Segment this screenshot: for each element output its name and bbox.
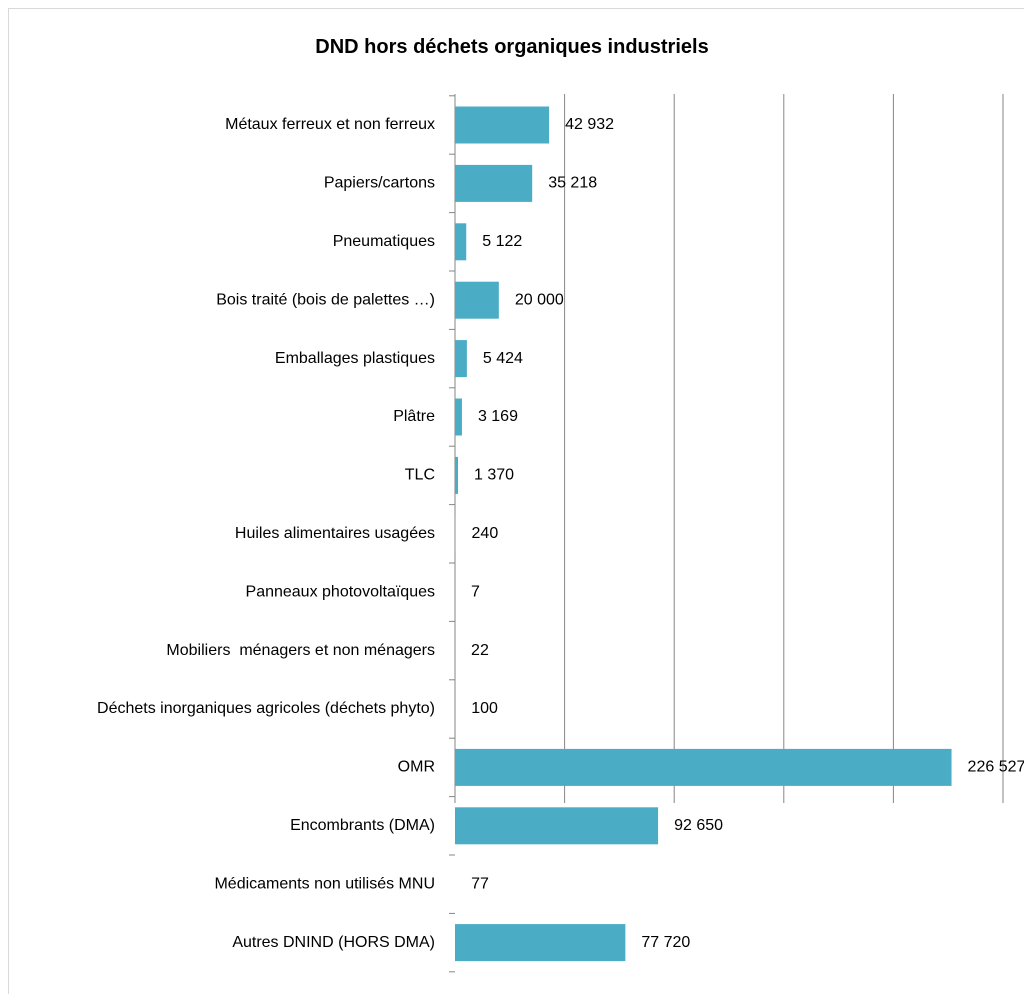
data-label: 5 122: [482, 233, 522, 250]
data-label: 35 218: [548, 175, 597, 192]
category-label: Bois traité (bois de palettes …): [216, 291, 435, 308]
chart-frame: [8, 8, 1024, 994]
data-label: 100: [471, 700, 498, 717]
bar: [455, 924, 626, 962]
category-label: Panneaux photovoltaïques: [246, 583, 435, 600]
data-label: 3 169: [478, 408, 518, 425]
data-label: 7: [471, 583, 480, 600]
category-label: Papiers/cartons: [324, 175, 435, 192]
data-label: 240: [472, 525, 499, 542]
category-label: TLC: [405, 467, 435, 484]
category-label: Pneumatiques: [333, 233, 435, 250]
data-label: 1 370: [474, 467, 514, 484]
category-label: Plâtre: [393, 408, 435, 425]
bar: [455, 515, 456, 553]
category-label: Emballages plastiques: [275, 350, 435, 367]
category-label: Mobiliers ménagers et non ménagers: [166, 642, 435, 659]
bar: [455, 223, 467, 261]
category-label: Métaux ferreux et non ferreux: [225, 116, 435, 133]
bar: [455, 106, 550, 144]
category-label: Médicaments non utilisés MNU: [214, 875, 435, 892]
data-label: 92 650: [674, 817, 723, 834]
data-label: 77 720: [641, 934, 690, 951]
bar: [455, 281, 499, 319]
data-label: 226 527: [968, 759, 1024, 776]
category-label: Huiles alimentaires usagées: [235, 525, 435, 542]
bar: [455, 748, 952, 786]
bar: [455, 807, 659, 845]
bar: [455, 398, 462, 436]
chart-title: DND hors déchets organiques industriels: [315, 36, 709, 58]
bar: [455, 164, 533, 202]
bar: [455, 340, 467, 378]
data-label: 20 000: [515, 291, 564, 308]
data-label: 42 932: [565, 116, 614, 133]
data-label: 5 424: [483, 350, 523, 367]
data-label: 77: [471, 875, 489, 892]
category-label: Autres DNIND (HORS DMA): [232, 934, 435, 951]
category-label: OMR: [398, 759, 435, 776]
category-label: Déchets inorganiques agricoles (déchets …: [97, 700, 435, 717]
data-label: 22: [471, 642, 489, 659]
category-label: Encombrants (DMA): [290, 817, 435, 834]
bar: [455, 456, 459, 494]
